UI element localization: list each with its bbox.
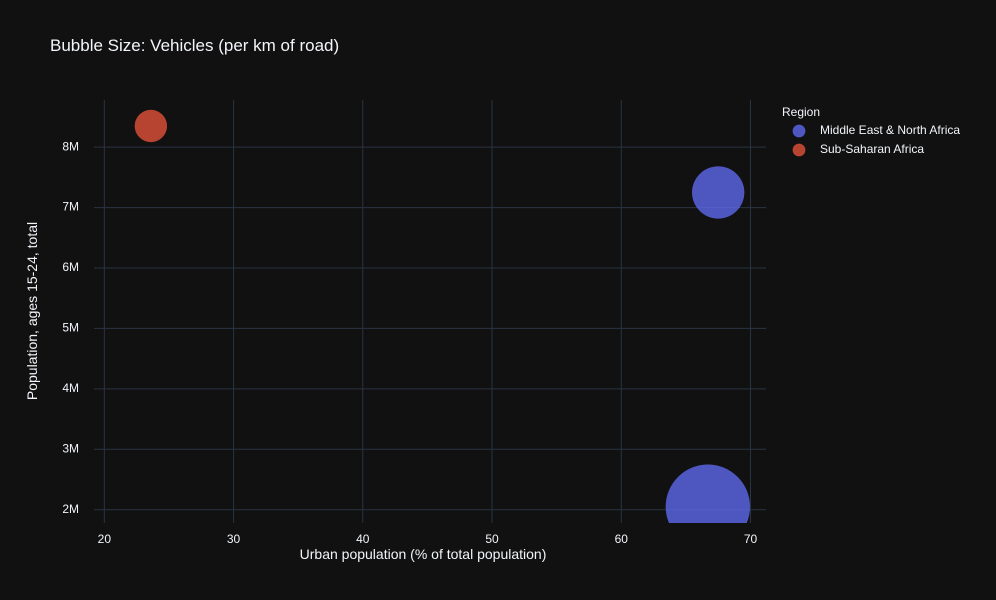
legend: Region Middle East & North Africa Sub-Sah…: [782, 105, 960, 157]
bubble-point[interactable]: [691, 166, 745, 219]
y-tick-label: 8M: [62, 139, 79, 153]
legend-label[interactable]: Sub-Saharan Africa: [820, 142, 924, 156]
bubble-point[interactable]: [134, 109, 168, 143]
bubble-point[interactable]: [665, 464, 751, 549]
x-tick-label: 30: [227, 532, 241, 546]
x-tick-label: 60: [615, 532, 629, 546]
y-tick-label: 5M: [62, 321, 79, 335]
legend-marker[interactable]: [792, 143, 806, 157]
x-tick-label: 40: [356, 532, 370, 546]
y-tick-label: 7M: [62, 200, 79, 214]
y-tick-label: 4M: [62, 381, 79, 395]
grid: [94, 100, 766, 523]
x-axis-title: Urban population (% of total population): [300, 546, 547, 562]
legend-title: Region: [782, 105, 820, 119]
bubbles: [134, 109, 751, 549]
x-tick-label: 70: [744, 532, 758, 546]
chart-title: Bubble Size: Vehicles (per km of road): [50, 36, 339, 55]
legend-marker[interactable]: [792, 124, 806, 138]
y-tick-label: 6M: [62, 260, 79, 274]
y-tick-label: 2M: [62, 502, 79, 516]
y-axis-ticks: 2M 3M 4M 5M 6M 7M 8M: [62, 139, 79, 516]
legend-label[interactable]: Middle East & North Africa: [820, 123, 960, 137]
x-tick-label: 20: [98, 532, 112, 546]
x-tick-label: 50: [485, 532, 499, 546]
y-axis-title: Population, ages 15-24, total: [24, 222, 40, 400]
x-axis-ticks: 20 30 40 50 60 70: [98, 532, 758, 546]
y-tick-label: 3M: [62, 441, 79, 455]
